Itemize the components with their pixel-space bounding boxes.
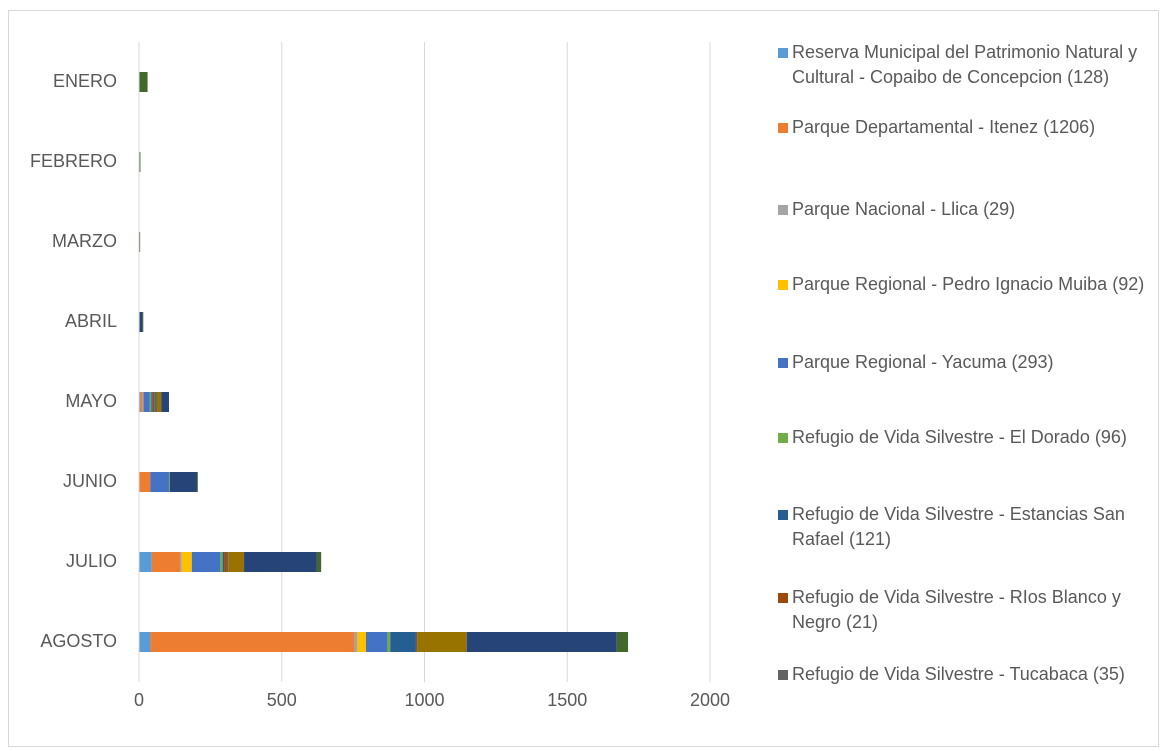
bar-segment <box>154 392 157 412</box>
legend-label: Refugio de Vida Silvestre - Tucabaca (35… <box>792 664 1125 684</box>
bar-segment <box>151 392 153 412</box>
legend-entry: Refugio de Vida Silvestre - RIos Blanco … <box>778 585 1163 635</box>
y-tick-label: ENERO <box>53 71 117 91</box>
y-tick-label: FEBRERO <box>30 151 117 171</box>
legend-swatch <box>778 433 788 443</box>
bar-segment <box>415 632 417 652</box>
legend-label: Parque Nacional - Llica (29) <box>792 199 1016 219</box>
bar-segment <box>161 392 169 412</box>
y-tick-label: JULIO <box>66 551 117 571</box>
legend-entry: Parque Regional - Yacuma (293) <box>778 350 1163 375</box>
bar-segment <box>152 392 155 412</box>
bar-segment <box>149 392 152 412</box>
legend-label: Parque Regional - Pedro Ignacio Muiba (9… <box>792 274 1145 294</box>
legend-entry: Parque Departamental - Itenez (1206) <box>778 115 1163 140</box>
legend-swatch <box>778 123 788 133</box>
bar-segment <box>139 392 141 412</box>
legend-label: Reserva Municipal del Patrimonio Natural… <box>792 42 1138 87</box>
bar-segment <box>224 552 227 572</box>
legend-entry: Refugio de Vida Silvestre - Tucabaca (35… <box>778 662 1163 687</box>
y-tick-label: MAYO <box>65 391 117 411</box>
bar-segment <box>191 552 221 572</box>
y-tick-label: JUNIO <box>63 471 117 491</box>
legend-label: Parque Regional - Yacuma (293) <box>792 352 1054 372</box>
bar-segment <box>357 632 366 652</box>
bar-segment <box>220 552 223 572</box>
bar-segment <box>196 472 198 492</box>
bar-segment <box>222 552 225 572</box>
bar-segment <box>142 392 144 412</box>
legend-swatch <box>778 280 788 290</box>
bar-segment <box>143 392 150 412</box>
bar-segment <box>150 472 169 492</box>
legend-swatch <box>778 510 788 520</box>
bar-segment <box>150 632 355 652</box>
legend-entry: Parque Nacional - Llica (29) <box>778 197 1163 222</box>
legend-swatch <box>778 48 788 58</box>
bar-segment <box>151 552 181 572</box>
bar-segment <box>226 552 229 572</box>
x-tick-label: 1000 <box>404 690 444 710</box>
chart-border <box>8 10 1159 747</box>
bar-segment <box>244 552 317 572</box>
bar-segment <box>139 552 152 572</box>
bar-segment <box>228 552 245 572</box>
legend-label: Refugio de Vida Silvestre - RIos Blanco … <box>792 587 1121 632</box>
y-tick-label: MARZO <box>52 231 117 251</box>
x-tick-label: 500 <box>267 690 297 710</box>
legend-entry: Refugio de Vida Silvestre - Estancias Sa… <box>778 502 1163 552</box>
bar-segment <box>417 632 467 652</box>
legend-label: Refugio de Vida Silvestre - Estancias Sa… <box>792 504 1125 549</box>
bar-segment <box>390 632 416 652</box>
legend-swatch <box>778 593 788 603</box>
bar-segment <box>139 312 143 332</box>
bar-segment <box>616 632 629 652</box>
x-tick-label: 1500 <box>547 690 587 710</box>
bar-segment <box>139 152 141 172</box>
bar-segment <box>365 632 388 652</box>
legend-swatch <box>778 670 788 680</box>
bar-segment <box>156 392 162 412</box>
bar-segment <box>139 232 141 252</box>
legend-swatch <box>778 205 788 215</box>
bar-segment <box>180 552 182 572</box>
bar-segment <box>139 472 151 492</box>
y-tick-label: ABRIL <box>65 311 117 331</box>
bar-segment <box>466 632 617 652</box>
legend-label: Parque Departamental - Itenez (1206) <box>792 117 1096 137</box>
legend-entry: Refugio de Vida Silvestre - El Dorado (9… <box>778 425 1163 450</box>
legend-entry: Reserva Municipal del Patrimonio Natural… <box>778 40 1163 90</box>
x-tick-label: 0 <box>134 690 144 710</box>
bar-segment <box>140 392 143 412</box>
y-tick-label: AGOSTO <box>40 631 117 651</box>
legend-entry: Parque Regional - Pedro Ignacio Muiba (9… <box>778 272 1163 297</box>
bar-segment <box>354 632 358 652</box>
bar-segment <box>139 72 148 92</box>
bar-segment <box>169 472 197 492</box>
bar-segment <box>139 632 151 652</box>
bar-segment <box>181 552 192 572</box>
bar-segment <box>416 632 418 652</box>
legend-label: Refugio de Vida Silvestre - El Dorado (9… <box>792 427 1127 447</box>
bar-segment <box>168 472 170 492</box>
bar-segment <box>316 552 322 572</box>
bar-segment <box>142 312 144 332</box>
legend-swatch <box>778 358 788 368</box>
x-tick-label: 2000 <box>690 690 730 710</box>
bar-segment <box>387 632 391 652</box>
